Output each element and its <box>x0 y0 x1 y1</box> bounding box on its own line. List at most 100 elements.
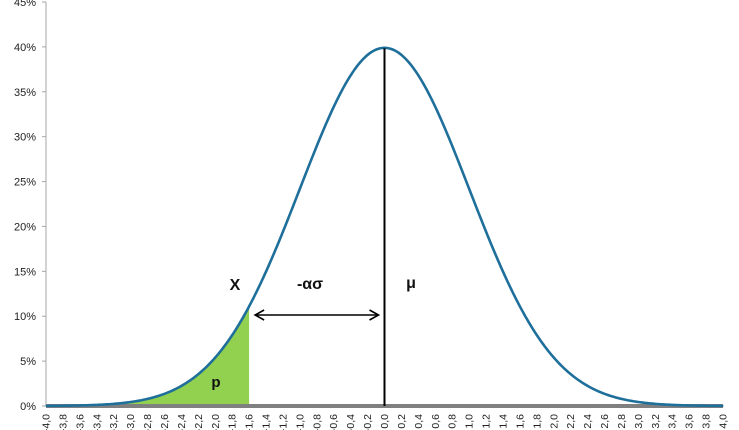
x-tick-label: -2,0 <box>210 414 222 430</box>
y-tick-label: 40% <box>14 42 36 54</box>
y-tick-label: 25% <box>14 177 36 189</box>
x-tick-label: -4,0 <box>41 414 53 430</box>
data-point <box>366 54 369 56</box>
x-tick-label: -2,8 <box>142 414 154 430</box>
y-tick-label: 45% <box>14 0 36 9</box>
data-point <box>350 74 352 76</box>
x-tick-label: 2,8 <box>616 414 628 429</box>
x-tick-label: 2,4 <box>582 414 594 429</box>
x-tick-label: 2,6 <box>599 414 611 429</box>
data-point <box>654 403 656 405</box>
x-tick-label: -2,2 <box>193 414 205 430</box>
data-point <box>722 405 724 407</box>
y-tick-label: 10% <box>14 311 36 323</box>
data-point <box>265 271 267 273</box>
data-point <box>383 47 386 49</box>
data-point <box>417 74 419 76</box>
x-tick-label: 0,6 <box>430 414 442 429</box>
data-point <box>671 404 673 406</box>
data-point <box>248 305 250 308</box>
x-tick-label: -1,8 <box>227 414 239 430</box>
data-point <box>434 106 436 108</box>
data-point <box>603 393 606 395</box>
data-point <box>163 393 166 395</box>
data-point <box>502 271 504 273</box>
x-tick-label: 1,6 <box>514 414 526 429</box>
data-point <box>231 334 233 336</box>
x-tick-label: -1,2 <box>277 414 289 430</box>
data-point <box>519 305 521 308</box>
data-point <box>536 334 538 336</box>
y-axis-tick-labels: 0% 5% 10% 15% 20% 25% 30% 35% 40% 45% <box>14 0 36 413</box>
y-tick-label: 0% <box>20 401 36 413</box>
data-point <box>637 401 639 403</box>
x-tick-label: -3,2 <box>108 414 120 430</box>
y-tick-label: 30% <box>14 132 36 144</box>
data-point <box>45 405 47 407</box>
x-tick-label: -0,4 <box>345 414 357 430</box>
x-tick-label: 4,0 <box>718 414 730 429</box>
x-tick-label: 0,4 <box>413 414 425 429</box>
data-point <box>282 231 284 233</box>
area-label: p <box>211 374 220 391</box>
data-point <box>299 188 301 190</box>
x-tick-label: 2,0 <box>548 414 560 429</box>
x-tick-label: 0,0 <box>379 414 391 429</box>
distance-label: -ασ <box>297 276 323 293</box>
data-point <box>485 231 487 233</box>
data-point <box>705 405 707 407</box>
data-point <box>468 188 470 190</box>
x-tick-label: -0,2 <box>362 414 374 430</box>
x-tick-label: 1,4 <box>497 414 509 429</box>
x-tick-label: -2,6 <box>159 414 171 430</box>
x-tick-label: 0,2 <box>396 414 408 429</box>
data-point <box>316 145 318 147</box>
data-point <box>400 54 403 56</box>
data-point <box>146 398 149 400</box>
mean-label: μ <box>406 275 416 292</box>
shaded-tail-area <box>46 306 250 406</box>
x-tick-label: 3,2 <box>650 414 662 429</box>
data-point <box>587 385 589 387</box>
data-point <box>333 106 335 108</box>
x-tick-label: 3,8 <box>701 414 713 429</box>
x-tick-label: 3,4 <box>667 414 679 429</box>
x-tick-label: -0,8 <box>311 414 323 430</box>
data-point <box>130 401 132 403</box>
data-point <box>553 356 555 359</box>
x-tick-label: -0,6 <box>328 414 340 430</box>
y-tick-label: 5% <box>20 356 36 368</box>
x-tick-label: 3,6 <box>684 414 696 429</box>
data-point <box>79 404 81 407</box>
data-point <box>113 403 115 405</box>
x-tick-label: -1,6 <box>244 414 256 430</box>
x-tick-label: 3,0 <box>633 414 645 429</box>
x-tick-label: 1,0 <box>464 414 476 429</box>
y-tick-label: 35% <box>14 87 36 99</box>
x-tick-label: -3,4 <box>91 414 103 430</box>
x-tick-label: -3,0 <box>125 414 137 430</box>
x-point-label: X <box>230 277 241 294</box>
arrow-head-right <box>369 309 381 321</box>
x-axis-tick-labels: -4,0 -3,8 -3,6 -3,4 -3,2 -3,0 -2,8 -2,6 -2,4 -2,2… <box>41 414 730 430</box>
y-tick-label: 15% <box>14 266 36 278</box>
data-point <box>62 405 64 407</box>
x-tick-label: -3,8 <box>57 414 69 430</box>
distance-arrow <box>253 309 381 321</box>
x-tick-label: 0,8 <box>447 414 459 429</box>
x-tick-label: -1,4 <box>261 414 273 430</box>
y-tick-label: 20% <box>14 221 36 233</box>
data-point <box>620 398 623 400</box>
x-tick-label: 1,2 <box>481 414 493 429</box>
data-point <box>451 145 453 147</box>
data-point <box>214 356 216 359</box>
data-point <box>570 373 572 375</box>
x-tick-label: -1,0 <box>294 414 306 430</box>
x-tick-label: 2,2 <box>565 414 577 429</box>
x-tick-label: -2,4 <box>176 414 188 430</box>
data-point <box>688 404 690 407</box>
x-tick-label: 1,8 <box>531 414 543 429</box>
x-tick-label: -3,6 <box>74 414 86 430</box>
data-point <box>96 404 98 406</box>
